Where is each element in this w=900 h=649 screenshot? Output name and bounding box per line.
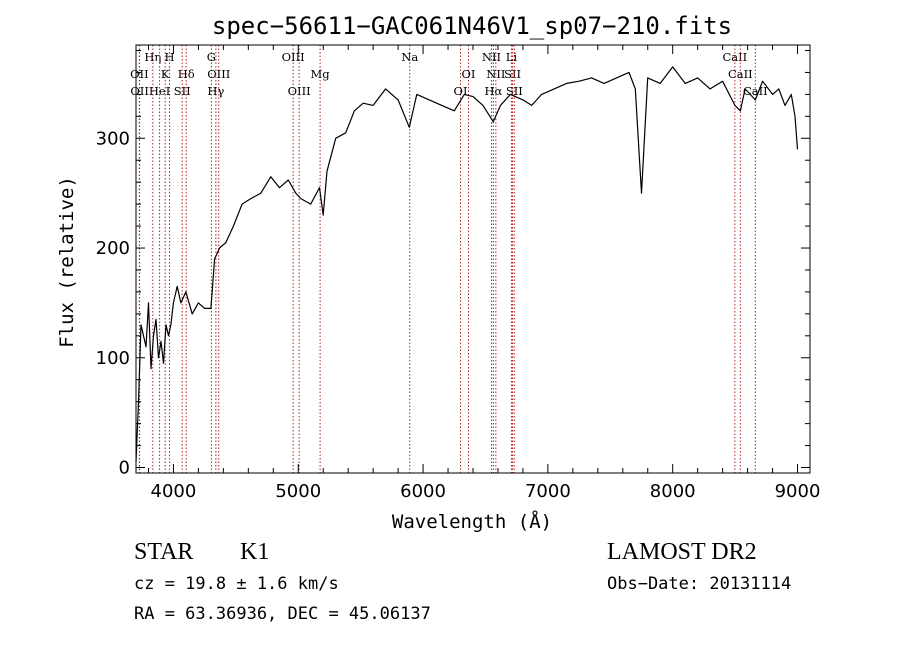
line-marker-label: Mg: [311, 67, 331, 81]
plot-frame: [135, 44, 811, 474]
line-marker-label: SII: [504, 67, 521, 81]
x-tick-label: 7000: [525, 481, 571, 502]
y-tick-label: 0: [119, 458, 130, 479]
line-marker-label: CaII: [728, 67, 753, 81]
series-line-flux: [135, 66, 799, 463]
y-axis-label: Flux (relative): [56, 176, 78, 348]
x-tick-label: 6000: [400, 481, 446, 502]
x-tick-label: 5000: [275, 481, 321, 502]
line-marker-label: HeI: [149, 84, 170, 98]
line-marker-label: OIII: [207, 67, 230, 81]
line-marker-label: OI: [454, 84, 468, 98]
line-marker-label: Hα: [484, 84, 502, 98]
object-class: STAR: [134, 539, 194, 565]
x-tick-label: 8000: [650, 481, 696, 502]
y-tick-label: 100: [96, 348, 130, 369]
line-marker-label: OIII: [282, 50, 305, 64]
line-marker-label: OII: [130, 84, 149, 98]
line-marker-label: Na: [401, 50, 418, 64]
redshift-text: cz = 19.8 ± 1.6 km/s: [134, 574, 339, 594]
line-marker-label: G: [207, 50, 216, 64]
x-axis-label: Wavelength (Å): [392, 510, 552, 533]
survey-name: LAMOST DR2: [607, 539, 757, 565]
line-marker-label: OI: [462, 67, 476, 81]
series-group: [135, 66, 799, 463]
obs-date-text: Obs−Date: 20131114: [607, 574, 792, 594]
line-marker-label: Hγ: [207, 84, 224, 98]
line-marker-label: SII: [174, 84, 191, 98]
chart-title: spec−56611−GAC061N46V1_sp07−210.fits: [212, 12, 732, 40]
line-marker-label: Li: [506, 50, 518, 64]
line-marker-label: Hη: [144, 50, 161, 64]
object-subclass: K1: [240, 539, 270, 565]
coords-text: RA = 63.36936, DEC = 45.06137: [134, 604, 431, 624]
x-tick-label: 9000: [775, 481, 821, 502]
line-marker-label: OIII: [288, 84, 311, 98]
y-axis: 0 100 200 300: [96, 49, 810, 479]
y-tick-label: 200: [96, 238, 130, 259]
x-axis: 4000 5000 6000 7000 8000 9000: [147, 45, 821, 502]
y-tick-label: 300: [96, 128, 130, 149]
line-marker-label: CaII: [722, 50, 747, 64]
line-marker-label: H: [165, 50, 175, 64]
x-tick-label: 4000: [151, 481, 197, 502]
line-marker-label: CaII: [743, 84, 768, 98]
line-marker-label: K: [161, 67, 170, 81]
line-marker-label: NII: [486, 67, 505, 81]
line-marker-label: Hδ: [178, 67, 195, 81]
line-marker-label: NII: [482, 50, 501, 64]
